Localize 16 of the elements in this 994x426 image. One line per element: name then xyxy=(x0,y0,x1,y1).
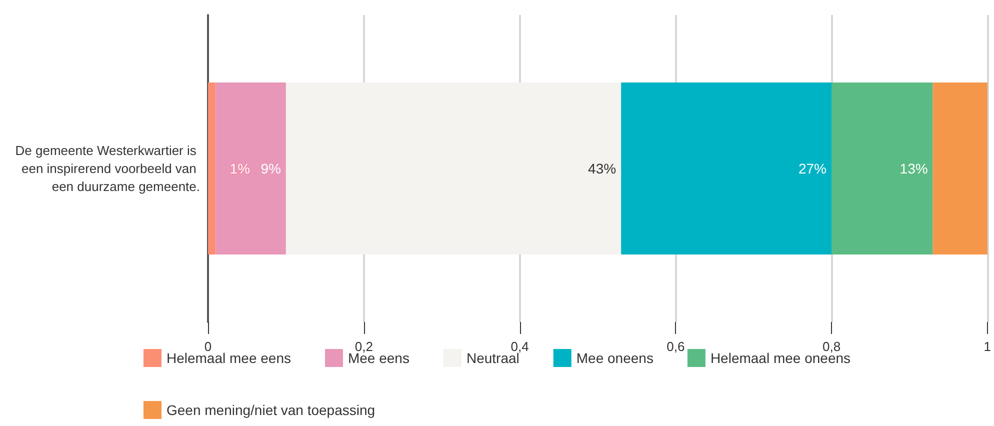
data-label: 1% xyxy=(230,160,250,176)
data-label: 13% xyxy=(900,160,928,176)
bar xyxy=(932,82,988,254)
bar xyxy=(621,82,832,254)
data-label: 27% xyxy=(798,160,827,176)
legend-label: Geen mening/niet van toepassing xyxy=(166,402,376,418)
bar xyxy=(832,82,933,254)
y-tick-label: De gemeente Westerkwartier is een inspirerend voorbeeld van een duurzame gemeente. xyxy=(15,143,200,194)
x-tick-label: 1 xyxy=(984,339,991,354)
bar xyxy=(216,82,286,254)
bar xyxy=(208,82,216,254)
data-label: 43% xyxy=(588,160,616,176)
data-label: 9% xyxy=(260,160,281,176)
bar xyxy=(286,82,622,254)
legend-label: Mee oneens xyxy=(576,350,654,366)
x-tick-label: 0,6 xyxy=(666,339,685,354)
